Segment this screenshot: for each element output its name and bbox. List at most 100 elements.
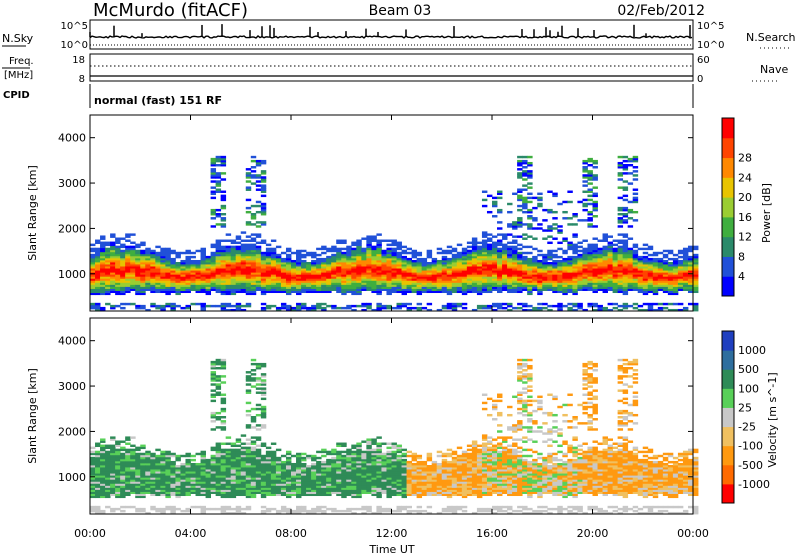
- power-cell: [260, 276, 267, 279]
- velocity-cell: [120, 481, 126, 484]
- velocity-cell: [260, 442, 267, 445]
- velocity-cell: [160, 450, 166, 454]
- power-cell: [617, 178, 624, 181]
- power-cell: [406, 290, 412, 294]
- power-cell: [361, 304, 367, 308]
- power-cell: [215, 190, 222, 193]
- power-cell: [376, 255, 382, 259]
- power-cell: [336, 259, 342, 263]
- power-cell: [95, 249, 101, 253]
- velocity-cell: [301, 485, 307, 488]
- velocity-cell: [366, 509, 372, 513]
- power-cell: [572, 215, 578, 218]
- power-cell: [316, 288, 322, 291]
- power-cell: [416, 280, 423, 283]
- velocity-cell: [356, 491, 362, 494]
- velocity-cell: [115, 495, 121, 499]
- power-cell: [150, 290, 156, 294]
- velocity-cell: [110, 436, 116, 439]
- power-cell: [537, 192, 543, 196]
- power-cell: [331, 266, 337, 269]
- power-cell: [567, 266, 573, 269]
- power-cell: [371, 251, 377, 255]
- power-cell: [366, 264, 372, 267]
- velocity-cell: [275, 471, 282, 474]
- power-cell: [240, 290, 247, 294]
- power-cell: [421, 266, 428, 269]
- power-cell: [522, 204, 528, 208]
- power-cell: [255, 276, 262, 279]
- velocity-cell: [130, 460, 136, 464]
- power-cell: [426, 280, 433, 283]
- power-cell: [471, 247, 478, 251]
- power-cell: [235, 247, 242, 251]
- power-cell: [240, 231, 247, 234]
- velocity-cell: [245, 483, 252, 486]
- velocity-cell: [265, 487, 272, 490]
- velocity-cell: [95, 511, 101, 515]
- velocity-cell: [306, 489, 312, 492]
- power-cell: [321, 288, 327, 291]
- power-cell: [401, 262, 407, 265]
- velocity-cell: [110, 448, 116, 452]
- power-cell: [471, 274, 478, 277]
- power-cell: [552, 255, 558, 259]
- power-cell: [507, 259, 513, 263]
- power-cell: [366, 262, 372, 265]
- power-cell: [416, 251, 423, 255]
- power-cell: [245, 282, 252, 285]
- velocity-cell: [285, 495, 292, 499]
- velocity-cell: [321, 450, 327, 454]
- velocity-cell: [301, 483, 307, 486]
- power-cell: [411, 280, 418, 283]
- power-cell: [366, 251, 372, 255]
- power-cell: [175, 253, 181, 257]
- velocity-cell: [255, 362, 262, 366]
- velocity-cell: [135, 491, 141, 494]
- power-cell: [145, 274, 151, 277]
- velocity-cell: [381, 462, 387, 466]
- power-cell: [250, 264, 257, 267]
- power-cell: [587, 286, 593, 289]
- power-cell: [125, 290, 131, 294]
- power-cell: [642, 272, 649, 275]
- power-cell: [642, 255, 649, 259]
- velocity-cell: [386, 507, 392, 511]
- power-cell: [331, 274, 337, 277]
- power-cell: [582, 266, 588, 269]
- power-cell: [381, 304, 387, 308]
- velocity-cell: [386, 477, 392, 480]
- power-cell: [170, 286, 176, 289]
- velocity-cell: [311, 477, 317, 480]
- power-cell: [165, 284, 171, 287]
- power-cell: [110, 268, 116, 271]
- velocity-cell: [125, 454, 131, 458]
- velocity-cell: [386, 467, 392, 470]
- power-cell: [220, 262, 227, 265]
- power-cell: [381, 268, 387, 271]
- velocity-cell: [145, 485, 151, 488]
- velocity-cell: [326, 483, 332, 486]
- power-cell: [366, 268, 372, 271]
- power-cell: [326, 266, 332, 269]
- power-cell: [145, 286, 151, 289]
- power-cell: [100, 272, 106, 275]
- power-cell: [627, 251, 634, 255]
- power-cell: [617, 257, 624, 261]
- power-cell: [210, 280, 217, 283]
- power-cell: [285, 262, 292, 265]
- power-cell: [582, 268, 588, 271]
- velocity-cell: [155, 475, 161, 478]
- power-cell: [481, 249, 488, 253]
- power-cell: [386, 257, 392, 261]
- velocity-cell: [90, 489, 96, 492]
- power-cell: [190, 262, 196, 265]
- power-cell: [466, 284, 473, 287]
- power-cell: [562, 210, 568, 214]
- power-cell: [662, 276, 669, 279]
- power-cell: [577, 262, 583, 265]
- power-cell: [175, 272, 181, 275]
- power-cell: [597, 264, 603, 267]
- power-cell: [471, 282, 478, 285]
- power-cell: [597, 280, 603, 283]
